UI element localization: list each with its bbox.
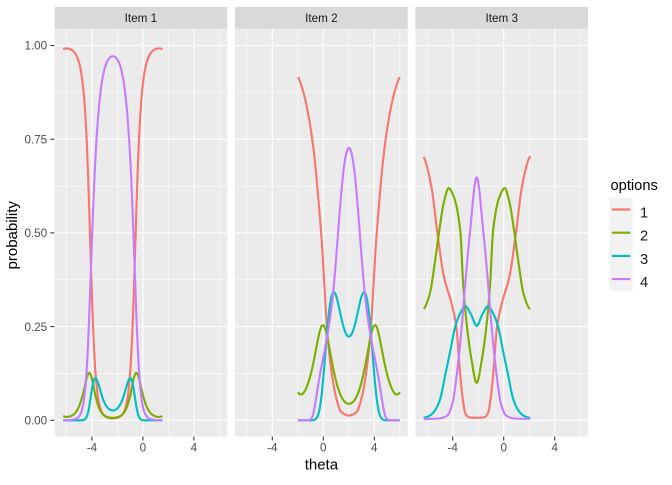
svg-text:-4: -4 bbox=[267, 442, 278, 455]
svg-text:0: 0 bbox=[500, 442, 507, 455]
svg-text:options: options bbox=[611, 178, 658, 194]
svg-text:0: 0 bbox=[320, 442, 327, 455]
svg-text:4: 4 bbox=[191, 442, 198, 455]
svg-text:0.50: 0.50 bbox=[24, 227, 47, 240]
svg-text:Item 3: Item 3 bbox=[486, 12, 518, 25]
svg-text:-4: -4 bbox=[87, 442, 98, 455]
svg-text:probability: probability bbox=[4, 201, 21, 270]
svg-text:-4: -4 bbox=[447, 442, 458, 455]
svg-text:theta: theta bbox=[305, 456, 339, 473]
svg-text:0.25: 0.25 bbox=[24, 321, 47, 334]
svg-text:4: 4 bbox=[371, 442, 378, 455]
svg-text:2: 2 bbox=[640, 229, 648, 245]
svg-text:0: 0 bbox=[140, 442, 147, 455]
svg-text:Item 1: Item 1 bbox=[125, 12, 157, 25]
svg-text:1.00: 1.00 bbox=[24, 40, 47, 53]
svg-text:4: 4 bbox=[551, 442, 558, 455]
svg-text:1: 1 bbox=[640, 206, 648, 222]
svg-text:4: 4 bbox=[640, 275, 648, 291]
svg-text:0.75: 0.75 bbox=[24, 133, 47, 146]
svg-text:3: 3 bbox=[640, 252, 648, 268]
svg-text:Item 2: Item 2 bbox=[305, 12, 337, 25]
svg-text:0.00: 0.00 bbox=[24, 414, 47, 427]
